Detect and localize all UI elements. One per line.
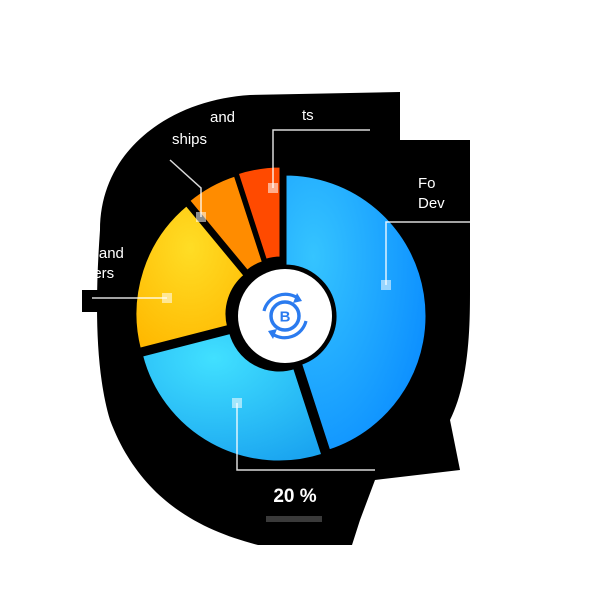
slice-marker-1 xyxy=(232,398,242,408)
slice-label-0-line-1: Fo xyxy=(418,175,436,192)
slice-marker-2 xyxy=(162,293,172,303)
slice-marker-3 xyxy=(196,212,206,222)
slice-label-0-line-2: Dev xyxy=(418,195,445,212)
slice-label-1-faint-text xyxy=(266,516,322,522)
slice-label-3-line-2: ships xyxy=(172,131,207,148)
slice-label-2-line-2: hers xyxy=(85,265,114,282)
svg-text:B: B xyxy=(280,309,291,326)
slice-label-4: ts xyxy=(302,107,314,124)
slice-marker-4 xyxy=(268,183,278,193)
backdrop-left-strip xyxy=(82,290,112,312)
slice-marker-0 xyxy=(381,280,391,290)
slice-label-2-line-1: on and xyxy=(78,245,124,262)
slice-label-3-line-1: and xyxy=(210,109,235,126)
slice-label-1: 20 % xyxy=(273,486,316,507)
